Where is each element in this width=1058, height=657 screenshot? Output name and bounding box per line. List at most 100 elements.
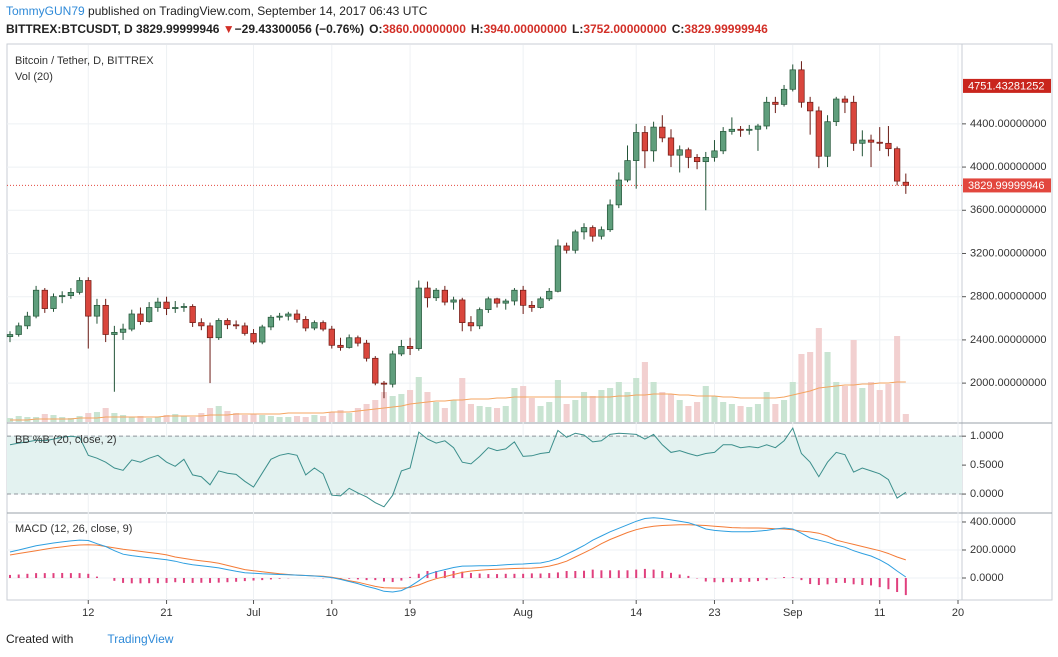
histogram-bar [739, 578, 742, 582]
volume-bar [276, 417, 283, 422]
histogram-bar [269, 578, 272, 580]
candle-body [520, 289, 527, 306]
histogram-bar [122, 578, 125, 583]
histogram-bar [156, 578, 159, 584]
ohlc-value: 3860.00000000 [382, 22, 466, 36]
volume-bar [763, 392, 770, 422]
candle-body [876, 141, 883, 144]
last-price: 3829.99999946 [136, 22, 220, 36]
histogram-bar [365, 578, 368, 581]
candle-body [232, 324, 240, 327]
price-tag [963, 78, 1051, 93]
histogram-bar [730, 578, 733, 583]
histogram-bar [617, 570, 620, 579]
candle-body [128, 313, 135, 330]
histogram-bar [87, 573, 90, 579]
candle-body [798, 69, 805, 103]
brand[interactable]: TradingView [107, 632, 174, 646]
histogram-bar [791, 577, 794, 579]
candle-body [346, 337, 353, 348]
volume-bar [772, 404, 779, 422]
volume-bar [233, 413, 240, 422]
volume-bar [328, 412, 335, 422]
histogram-bar [878, 578, 881, 588]
signal-line [9, 524, 906, 589]
candle-body [902, 181, 909, 186]
volume-bar [346, 413, 353, 422]
candle-body [241, 325, 248, 334]
candle-body [337, 344, 344, 348]
candle-body [6, 334, 14, 338]
volume-bar [302, 417, 309, 422]
candle-body [163, 301, 170, 309]
price-tag [963, 178, 1051, 193]
change: −29.43300056 (−0.76%) [234, 22, 365, 36]
candle-body [102, 304, 109, 335]
histogram-bar [374, 578, 377, 581]
volume-bar [711, 396, 718, 422]
volume-bar [667, 394, 675, 422]
volume-bar [885, 384, 892, 422]
volume-bar [189, 417, 196, 422]
histogram-bar [826, 578, 829, 585]
volume-bar [163, 415, 170, 422]
histogram-bar [61, 572, 64, 579]
histogram-bar [513, 573, 516, 579]
x-tick-label: 11 [874, 607, 885, 619]
volume-bar [241, 415, 248, 422]
volume-bar [76, 416, 83, 422]
volume-bar [363, 404, 370, 422]
candle-body [267, 316, 275, 328]
histogram-bar [669, 572, 672, 579]
author[interactable]: TommyGUN79 [6, 4, 85, 18]
ohlc-value: 3829.99999946 [684, 22, 768, 36]
candle-body [737, 128, 744, 131]
candle-body [380, 382, 388, 385]
volume-bar [372, 400, 379, 422]
volume-bar [580, 392, 588, 422]
candle-body [554, 245, 562, 292]
volume-bar [633, 378, 640, 422]
volume-bar [441, 408, 448, 422]
volume-bar [589, 396, 596, 422]
candle-body [459, 299, 466, 323]
y-tick-label: 400.0000 [970, 516, 1016, 528]
candle-body [772, 101, 779, 105]
volume-bar [737, 406, 744, 422]
published: published on TradingView.com, September … [88, 4, 428, 18]
candle-body [41, 289, 48, 309]
volume-bar [41, 414, 48, 422]
ohlc-label: O: [369, 22, 383, 36]
candle-body [389, 353, 396, 385]
candle-body [528, 304, 535, 308]
histogram-bar [591, 569, 594, 579]
candle-body [815, 110, 822, 157]
histogram-bar [243, 578, 246, 582]
quote-line: BITTREX:BTCUSDT, D 3829.99999946 ▼−29.43… [6, 22, 768, 36]
candle-body [885, 142, 892, 150]
candle-body [824, 121, 831, 157]
volume-bar [702, 386, 709, 422]
volume-bar [572, 400, 579, 422]
histogram-bar [17, 574, 20, 579]
volume-bar [624, 392, 631, 422]
price-tag-label: 4751.43281252 [968, 80, 1044, 92]
candle-body [780, 88, 788, 105]
candle-body [293, 313, 301, 320]
histogram-bar [252, 578, 255, 581]
candle-body [372, 357, 379, 384]
volume-bar [537, 406, 544, 422]
ohlc-label: H: [470, 22, 484, 36]
histogram-bar [356, 578, 359, 580]
candle-body [302, 319, 309, 329]
histogram-bar [52, 573, 55, 579]
x-tick-label: 23 [708, 607, 720, 619]
histogram-bar [113, 578, 116, 581]
histogram-bar [487, 574, 490, 579]
histogram-bar [469, 572, 472, 579]
candle-body [206, 325, 214, 339]
histogram-bar [95, 576, 98, 579]
candle-body [841, 98, 849, 103]
histogram-bar [756, 578, 759, 582]
candle-body [15, 325, 22, 335]
